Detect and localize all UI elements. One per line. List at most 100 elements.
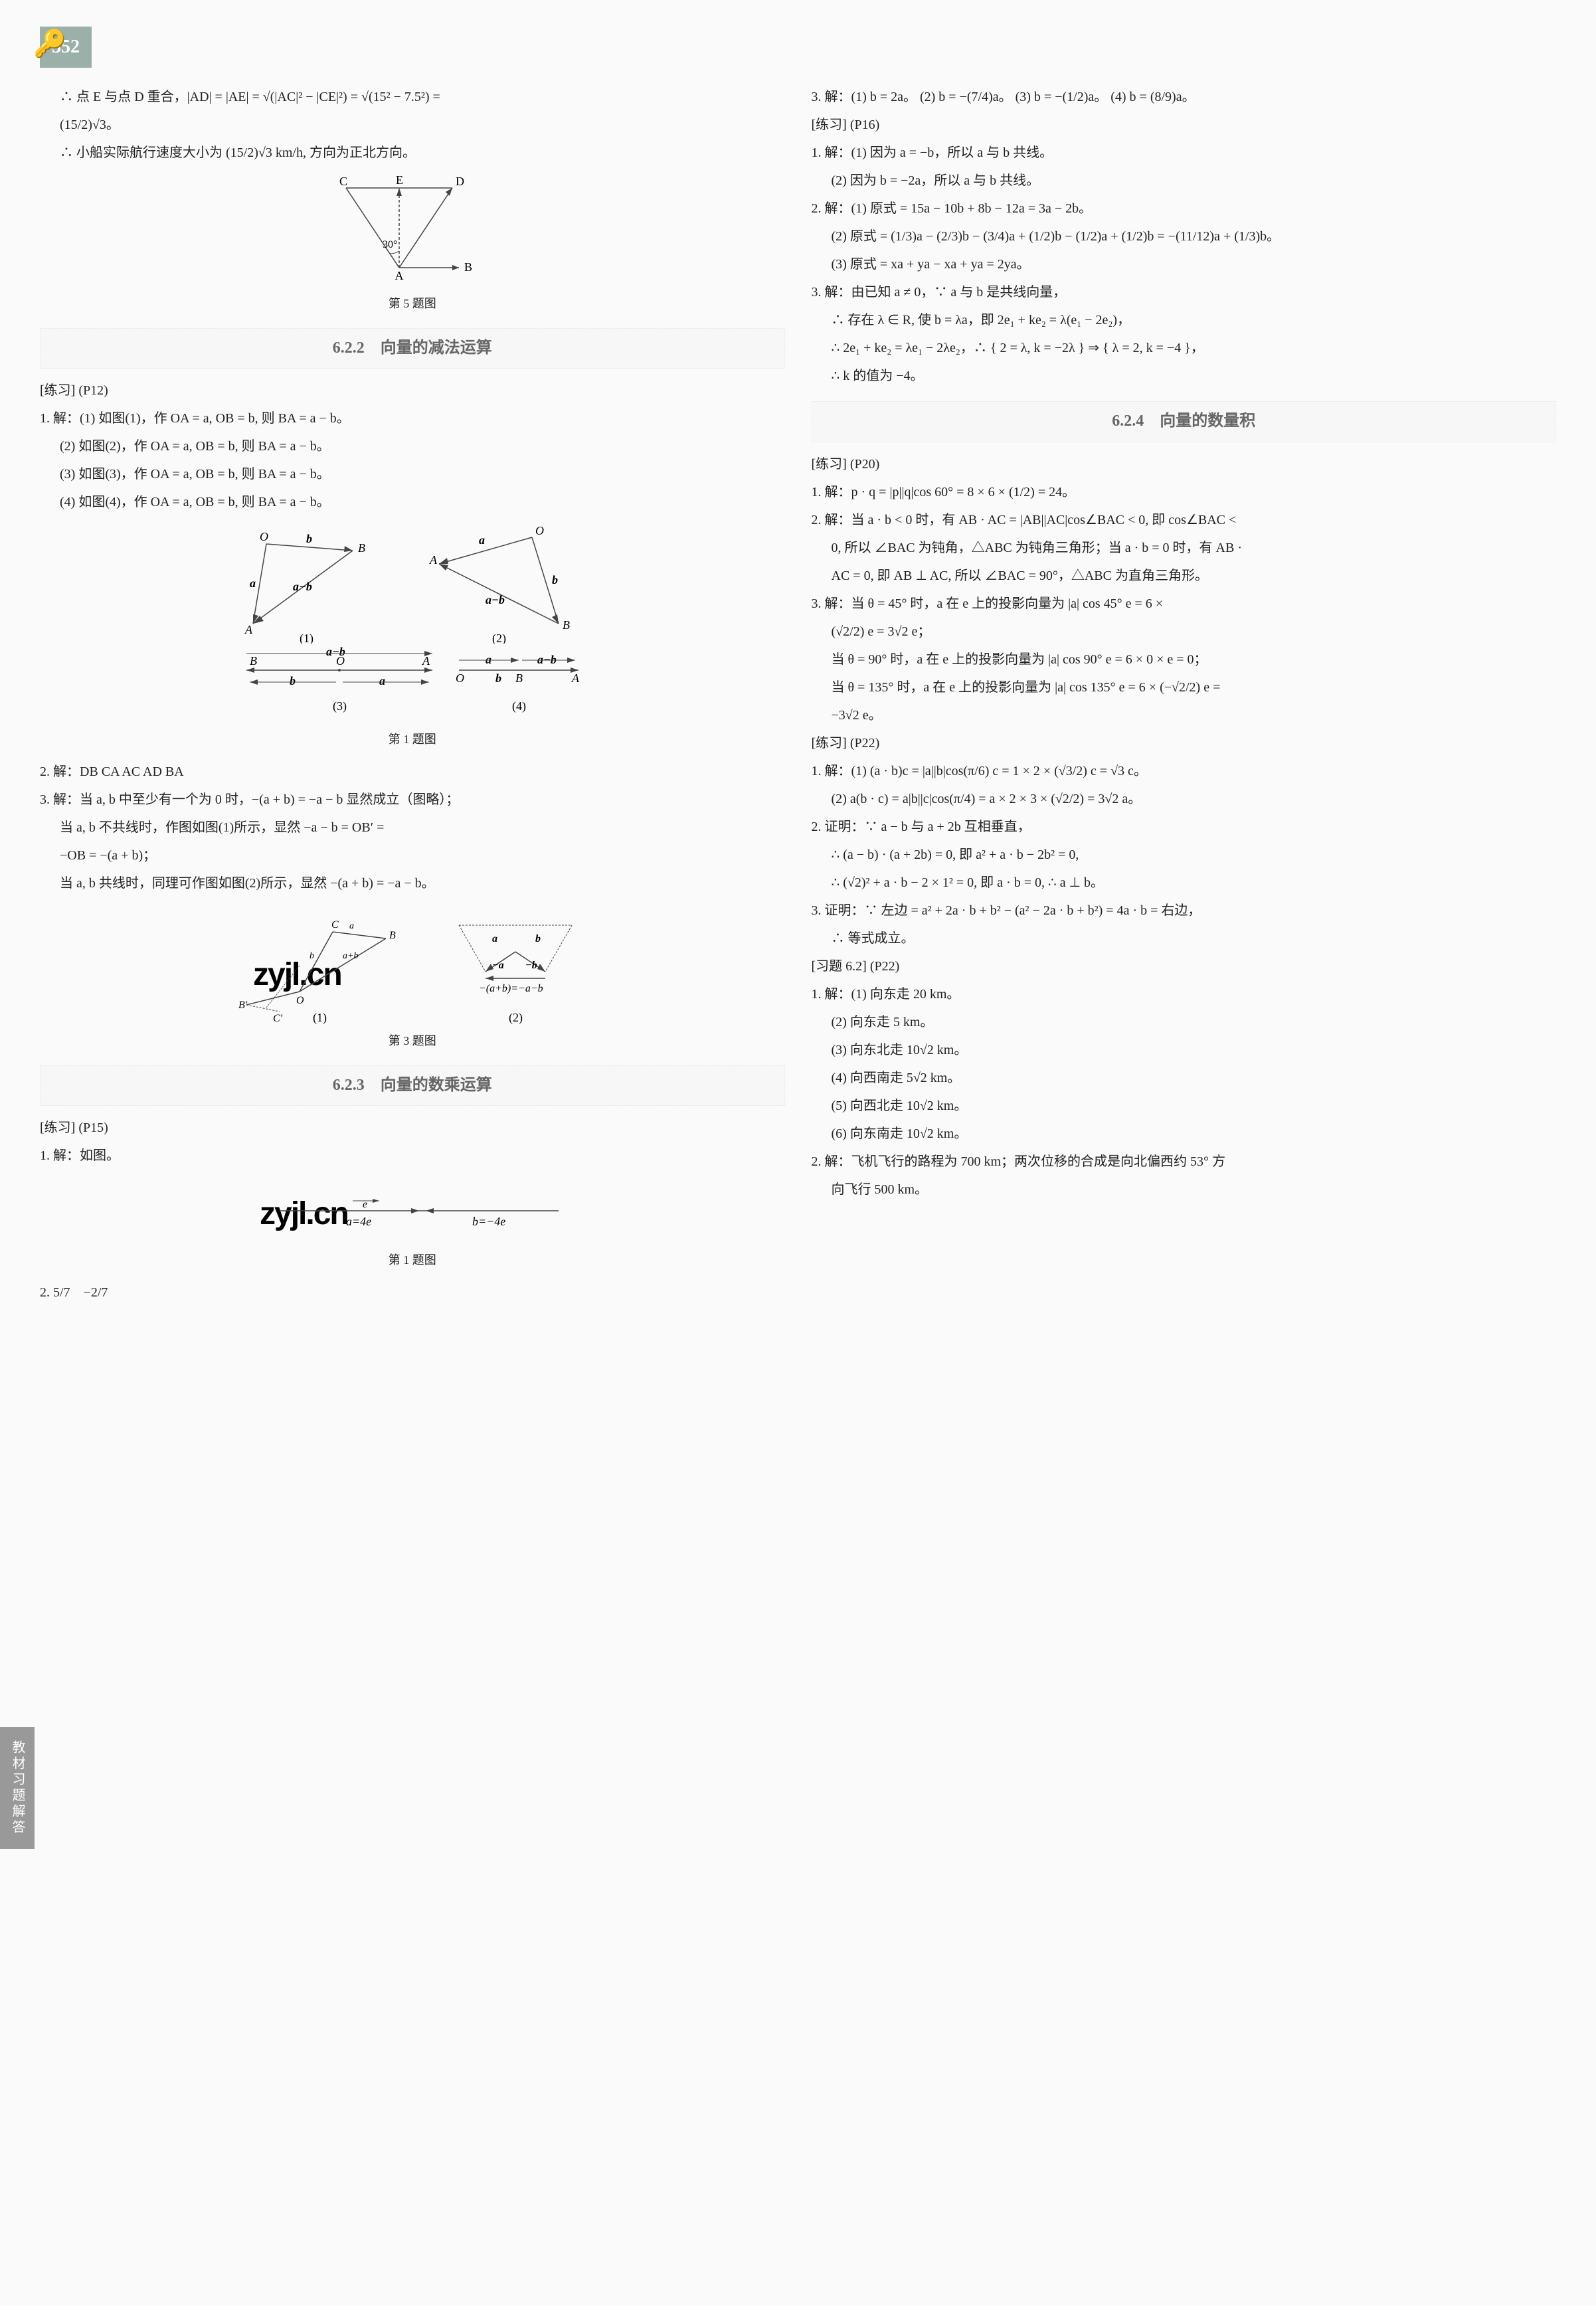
text: 2. 解：(1) 原式 = 15a − 10b + 8b − 12a = 3a … bbox=[812, 197, 1557, 221]
svg-text:C: C bbox=[331, 919, 339, 931]
text: 向飞行 500 km。 bbox=[812, 1178, 1557, 1201]
text: ∴ 等式成立。 bbox=[812, 927, 1557, 950]
text: 当 θ = 135° 时，a 在 e 上的投影向量为 |a| cos 135° … bbox=[812, 675, 1557, 699]
svg-text:D: D bbox=[456, 175, 464, 188]
figure-q1: O B A b a a−b (1) O A B a b a−b (2) bbox=[40, 524, 785, 750]
svg-text:a=4e: a=4e bbox=[346, 1215, 371, 1228]
svg-text:a: a bbox=[486, 653, 491, 666]
svg-text:b: b bbox=[535, 933, 541, 944]
label: [练习] (P15) bbox=[40, 1116, 785, 1140]
text: (3) 原式 = xa + ya − xa + ya = 2ya。 bbox=[812, 252, 1557, 276]
text: 2. 解：飞机飞行的路程为 700 km；两次位移的合成是向北偏西约 53° 方 bbox=[812, 1150, 1557, 1174]
section-623: 6.2.3 向量的数乘运算 bbox=[40, 1065, 785, 1106]
text: (2) 如图(2)，作 OA = a, OB = b, 则 BA = a − b… bbox=[40, 434, 785, 458]
text: 当 a, b 共线时，同理可作图如图(2)所示，显然 −(a + b) = −a… bbox=[40, 871, 785, 895]
svg-text:E: E bbox=[396, 175, 403, 187]
text: (2) 原式 = (1/3)a − (2/3)b − (3/4)a + (1/2… bbox=[812, 224, 1557, 248]
text: (2) a(b · c) = a|b||c|cos(π/4) = a × 2 ×… bbox=[812, 787, 1557, 811]
svg-text:B: B bbox=[389, 930, 396, 941]
svg-text:a+b: a+b bbox=[343, 951, 358, 961]
svg-text:a: a bbox=[349, 921, 354, 931]
svg-text:a: a bbox=[492, 933, 497, 944]
text: ∴ (√2)² + a · b − 2 × 1² = 0, 即 a · b = … bbox=[812, 871, 1557, 895]
svg-text:B: B bbox=[563, 618, 570, 632]
svg-text:b: b bbox=[495, 671, 501, 685]
text: ∴ 点 E 与点 D 重合，|AD| = |AE| = √(|AC|² − |C… bbox=[40, 85, 785, 109]
fig-caption: 第 5 题图 bbox=[40, 293, 785, 314]
content-columns: ∴ 点 E 与点 D 重合，|AD| = |AE| = √(|AC|² − |C… bbox=[40, 81, 1556, 1308]
text: 1. 解：p · q = |p||q|cos 60° = 8 × 6 × (1/… bbox=[812, 480, 1557, 504]
text: −OB = −(a + b)； bbox=[40, 843, 785, 867]
svg-text:A: A bbox=[429, 553, 438, 567]
text: (4) 如图(4)，作 OA = a, OB = b, 则 BA = a − b… bbox=[40, 490, 785, 514]
svg-text:(1): (1) bbox=[300, 632, 313, 644]
text: 当 θ = 90° 时，a 在 e 上的投影向量为 |a| cos 90° e … bbox=[812, 648, 1557, 671]
svg-text:A: A bbox=[571, 671, 580, 685]
text: 3. 解：(1) b = 2a。 (2) b = −(7/4)a。 (3) b … bbox=[812, 85, 1557, 109]
text: 当 a, b 不共线时，作图如图(1)所示，显然 −a − b = OB′ = bbox=[40, 816, 785, 840]
text: (2) 向东走 5 km。 bbox=[812, 1010, 1557, 1034]
svg-text:C: C bbox=[339, 175, 347, 188]
text: 2. 解：当 a · b < 0 时，有 AB · AC = |AB||AC|c… bbox=[812, 508, 1557, 532]
figure-q3: zyjl.cn O C B B' C' b a a+b (1) a b bbox=[40, 905, 785, 1051]
svg-text:B: B bbox=[464, 260, 472, 274]
text: 3. 解：当 θ = 45° 时，a 在 e 上的投影向量为 |a| cos 4… bbox=[812, 592, 1557, 616]
section-622: 6.2.2 向量的减法运算 bbox=[40, 328, 785, 369]
label: [练习] (P12) bbox=[40, 379, 785, 402]
svg-text:b: b bbox=[290, 674, 296, 687]
text: 3. 解：当 a, b 中至少有一个为 0 时，−(a + b) = −a − … bbox=[40, 788, 785, 812]
svg-text:b: b bbox=[306, 532, 312, 545]
svg-text:(2): (2) bbox=[509, 1011, 523, 1025]
fig-caption: 第 1 题图 bbox=[40, 1249, 785, 1271]
svg-text:B: B bbox=[358, 541, 365, 555]
text: (5) 向西北走 10√2 km。 bbox=[812, 1094, 1557, 1118]
text: 1. 解：(1) 如图(1)，作 OA = a, OB = b, 则 BA = … bbox=[40, 406, 785, 430]
svg-text:A: A bbox=[395, 269, 403, 282]
key-icon: 🔑 bbox=[33, 20, 66, 68]
svg-text:O: O bbox=[456, 671, 464, 685]
svg-text:O: O bbox=[260, 530, 268, 543]
label: [练习] (P16) bbox=[812, 113, 1557, 137]
fig-caption: 第 3 题图 bbox=[40, 1030, 785, 1051]
text: 3. 解：由已知 a ≠ 0，∵ a 与 b 是共线向量， bbox=[812, 280, 1557, 304]
svg-text:O: O bbox=[296, 995, 304, 1006]
figure-p15: zyjl.cn e a=4e b=−4e 第 1 题图 bbox=[40, 1178, 785, 1271]
svg-text:B: B bbox=[515, 671, 523, 685]
svg-text:(4): (4) bbox=[512, 699, 526, 713]
text: 2. 解：DB CA AC AD BA bbox=[40, 760, 785, 784]
text: (6) 向东南走 10√2 km。 bbox=[812, 1122, 1557, 1146]
label: [习题 6.2] (P22) bbox=[812, 954, 1557, 978]
text: (15/2)√3。 bbox=[40, 113, 785, 137]
text: ∴ k 的值为 −4。 bbox=[812, 364, 1557, 388]
svg-text:a: a bbox=[250, 576, 256, 590]
text: 2. 证明：∵ a − b 与 a + 2b 互相垂直， bbox=[812, 815, 1557, 839]
text: 1. 解：(1) 向东走 20 km。 bbox=[812, 982, 1557, 1006]
side-tab: 教材习题解答 bbox=[0, 1727, 35, 1849]
text: (3) 如图(3)，作 OA = a, OB = b, 则 BA = a − b… bbox=[40, 462, 785, 486]
svg-text:b: b bbox=[552, 573, 558, 586]
text: 1. 解：(1) (a · b)c = |a||b|cos(π/6) c = 1… bbox=[812, 759, 1557, 783]
text: AC = 0, 即 AB ⊥ AC, 所以 ∠BAC = 90°，△ABC 为直… bbox=[812, 564, 1557, 588]
svg-text:−a: −a bbox=[492, 960, 504, 971]
svg-text:B: B bbox=[250, 654, 257, 667]
svg-text:C': C' bbox=[273, 1013, 283, 1024]
text: 3. 证明：∵ 左边 = a² + 2a · b + b² − (a² − 2a… bbox=[812, 899, 1557, 923]
svg-text:O: O bbox=[535, 524, 544, 537]
svg-text:b=−4e: b=−4e bbox=[472, 1215, 505, 1228]
svg-text:(1): (1) bbox=[313, 1011, 327, 1025]
text: 0, 所以 ∠BAC 为钝角，△ABC 为钝角三角形；当 a · b = 0 时… bbox=[812, 536, 1557, 560]
svg-text:−(a+b)=−a−b: −(a+b)=−a−b bbox=[479, 983, 543, 994]
svg-text:a−b: a−b bbox=[537, 653, 557, 666]
label: [练习] (P20) bbox=[812, 452, 1557, 476]
text: ∴ 2e₁ + ke₂ = λe₁ − 2λe₂，∴ { 2 = λ, k = … bbox=[812, 336, 1557, 360]
svg-text:a: a bbox=[379, 674, 385, 687]
section-624: 6.2.4 向量的数量积 bbox=[812, 401, 1557, 442]
figure-5: A B C D E 30° 第 5 题图 bbox=[40, 175, 785, 314]
svg-text:30°: 30° bbox=[383, 239, 397, 250]
svg-text:(3): (3) bbox=[333, 699, 347, 713]
text: (3) 向东北走 10√2 km。 bbox=[812, 1038, 1557, 1062]
text: −3√2 e。 bbox=[812, 703, 1557, 727]
text: (2) 因为 b = −2a，所以 a 与 b 共线。 bbox=[812, 169, 1557, 193]
svg-text:B': B' bbox=[238, 1000, 248, 1011]
svg-text:zyjl.cn: zyjl.cn bbox=[260, 1196, 348, 1231]
